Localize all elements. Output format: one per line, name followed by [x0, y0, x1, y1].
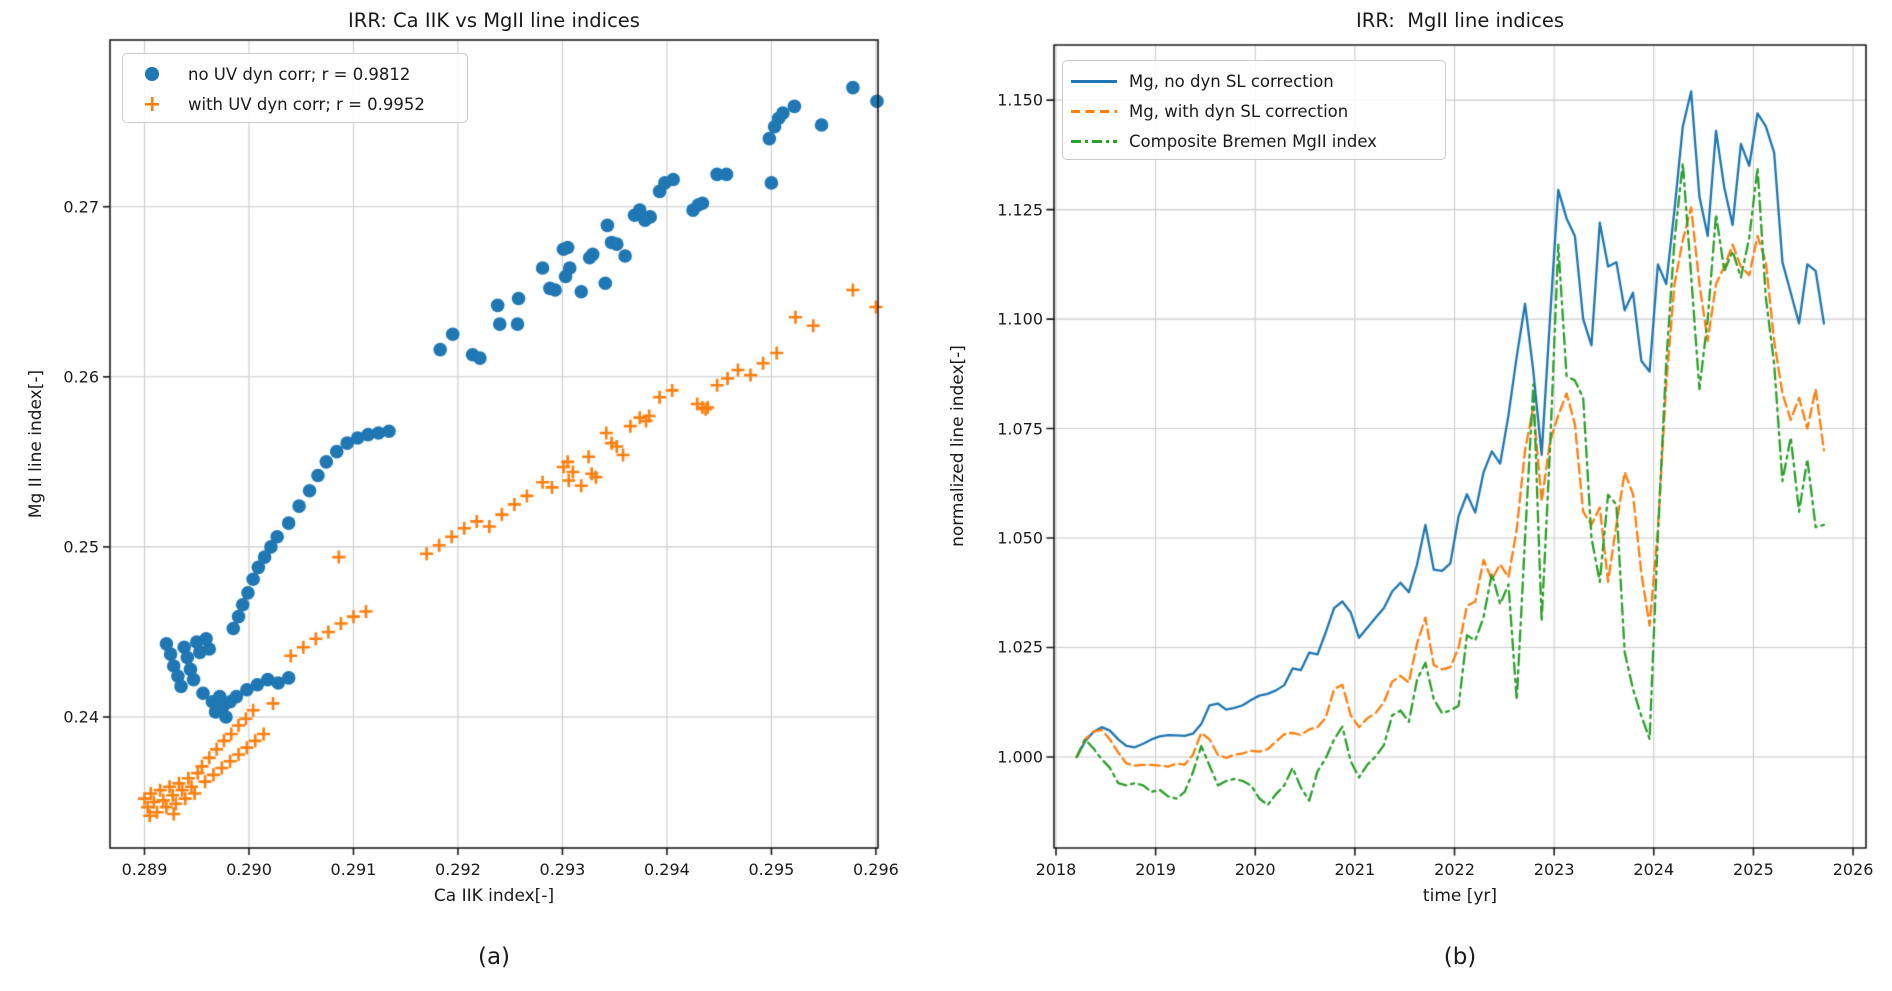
- caption-b: (b): [1443, 944, 1477, 970]
- y-tick-label: 1.050: [997, 528, 1043, 548]
- y-tick-label: 0.25: [63, 537, 99, 557]
- x-tick-label: 2021: [1334, 860, 1376, 879]
- right-y-axis-label: normalized line index[-]: [948, 345, 968, 547]
- left-x-axis-label: Ca IIK index[-]: [433, 886, 555, 906]
- y-tick-label: 1.125: [997, 200, 1043, 220]
- left-chart-title: IRR: Ca IIK vs MgII line indices: [348, 9, 640, 32]
- left-y-axis-label: Mg II line index[-]: [26, 369, 46, 519]
- x-tick-label: 0.290: [226, 860, 272, 879]
- dashed-line-icon: [1071, 109, 1117, 113]
- x-tick-label: 0.296: [853, 860, 899, 879]
- x-tick-label: 2020: [1234, 860, 1276, 879]
- left-legend: no UV dyn corr; r = 0.9812 with UV dyn c…: [122, 53, 468, 123]
- y-tick-label: 1.150: [997, 90, 1043, 110]
- x-tick-label: 2025: [1733, 860, 1774, 879]
- legend-label: Mg, no dyn SL correction: [1129, 71, 1334, 91]
- legend-item-no-uv-dyn-corr: no UV dyn corr; r = 0.9812: [143, 59, 467, 89]
- legend-label: Mg, with dyn SL correction: [1129, 101, 1349, 121]
- x-tick-label: 2019: [1135, 860, 1176, 879]
- y-tick-label: 1.025: [997, 637, 1043, 657]
- y-tick-label: 1.100: [997, 309, 1043, 329]
- x-tick-label: 2026: [1832, 860, 1874, 879]
- caption-a: (a): [477, 944, 511, 970]
- right-chart-title: IRR: MgII line indices: [1356, 9, 1564, 32]
- circle-marker-icon: [145, 67, 159, 81]
- legend-item-with-uv-dyn-corr: with UV dyn corr; r = 0.9952: [143, 89, 467, 119]
- legend-item-composite-bremen: Composite Bremen MgII index: [1071, 126, 1445, 156]
- legend-label: no UV dyn corr; r = 0.9812: [188, 64, 411, 84]
- x-tick-label: 2023: [1533, 860, 1575, 879]
- right-legend: Mg, no dyn SL correction Mg, with dyn SL…: [1062, 60, 1446, 160]
- y-tick-label: 0.27: [63, 197, 99, 217]
- y-tick-label: 0.24: [63, 707, 99, 727]
- x-tick-label: 0.295: [748, 860, 795, 879]
- y-tick-label: 1.075: [997, 419, 1043, 439]
- solid-line-icon: [1071, 79, 1117, 83]
- x-tick-label: 2022: [1434, 860, 1475, 879]
- x-tick-label: 0.294: [644, 860, 690, 879]
- x-tick-label: 2018: [1035, 860, 1077, 879]
- y-tick-label: 1.000: [997, 747, 1043, 767]
- legend-item-mg-with-dyn: Mg, with dyn SL correction: [1071, 96, 1445, 126]
- right-x-axis-label: time [yr]: [1422, 886, 1498, 906]
- x-tick-label: 0.292: [435, 860, 481, 879]
- legend-label: Composite Bremen MgII index: [1129, 131, 1377, 151]
- x-tick-label: 0.293: [539, 860, 586, 879]
- y-tick-label: 0.26: [63, 367, 99, 387]
- legend-item-mg-no-dyn: Mg, no dyn SL correction: [1071, 66, 1445, 96]
- x-tick-label: 2024: [1633, 860, 1675, 879]
- x-tick-label: 0.291: [330, 860, 377, 879]
- plus-marker-icon: [145, 97, 159, 111]
- dashdot-line-icon: [1071, 139, 1117, 143]
- legend-label: with UV dyn corr; r = 0.9952: [188, 94, 425, 114]
- x-tick-label: 0.289: [121, 860, 168, 879]
